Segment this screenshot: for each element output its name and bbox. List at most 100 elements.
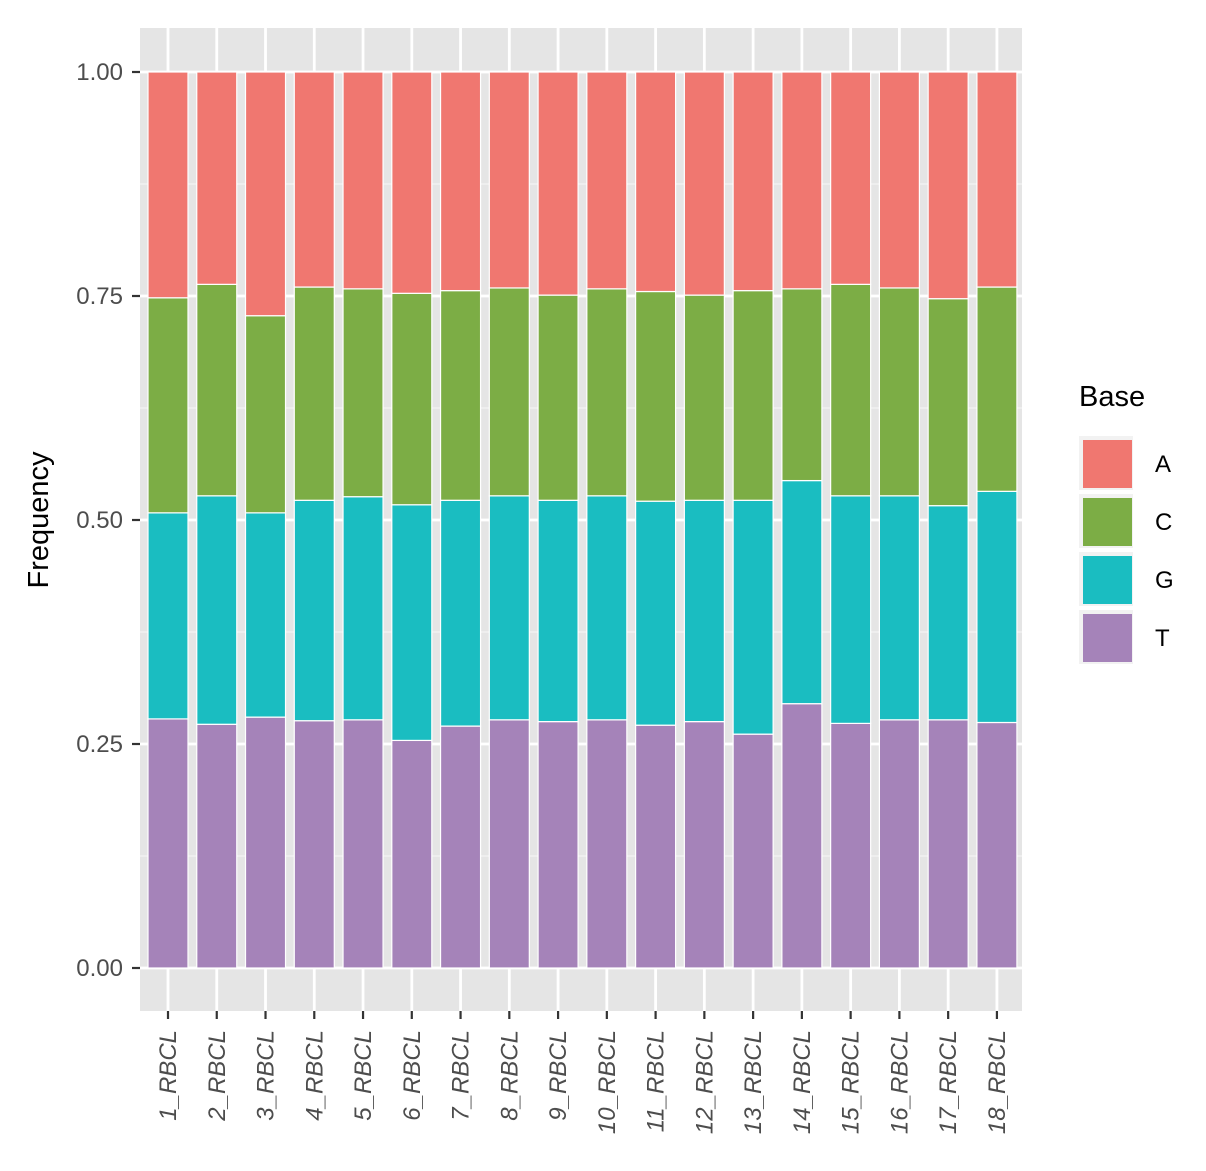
legend-label-G: G [1155, 567, 1174, 594]
x-tick-label: 15_RBCL [838, 1030, 865, 1134]
bar-segment-A [391, 71, 433, 294]
bar-segment-A [537, 71, 579, 296]
bar-segment-G [537, 499, 579, 723]
bar-segment-G [732, 499, 774, 735]
bar-segment-A [634, 71, 677, 293]
bar-segment-A [781, 71, 823, 290]
bar-segment-T [488, 719, 530, 969]
legend-swatch-C [1083, 498, 1132, 546]
bar-segment-A [927, 71, 969, 300]
bar-segment-A [878, 71, 921, 289]
bar-segment-T [342, 719, 384, 969]
x-tick-label: 10_RBCL [594, 1030, 621, 1134]
bar-segment-A [342, 71, 384, 290]
bar-segment-C [391, 292, 433, 506]
bar-segment-G [683, 499, 725, 723]
x-axis: 1_RBCL 2_RBCL 3_RBCL 4_RBCL 5_RBCL 6_RBCL 7_RB… [155, 1011, 1011, 1134]
bar-segment-A [293, 71, 335, 288]
bar-segment-A [488, 71, 530, 289]
y-tick-label: 0.00 [76, 955, 123, 982]
x-tick-label: 7_RBCL [448, 1030, 475, 1121]
y-tick-label: 0.75 [76, 283, 123, 310]
x-tick-label: 1_RBCL [155, 1030, 182, 1121]
bar-segment-C [976, 286, 1018, 492]
y-axis: 0.00 0.25 0.50 0.75 1.00 [76, 59, 140, 982]
legend-swatch-G [1083, 556, 1132, 604]
bar-segment-C [586, 288, 628, 497]
bar-segment-G [147, 512, 189, 720]
bar-segment-C [488, 287, 530, 497]
bar-segment-G [830, 495, 872, 724]
bar-segment-C [439, 290, 482, 501]
bar-segment-G [391, 504, 433, 742]
bar-segment-G [927, 505, 969, 721]
bar-segment-C [196, 283, 238, 497]
bar-segment-T [244, 716, 287, 969]
x-tick-label: 3_RBCL [253, 1030, 280, 1121]
y-tick-label: 0.25 [76, 731, 123, 758]
bar-segment-T [391, 739, 433, 969]
bar-segment-A [976, 71, 1018, 288]
bar-segment-T [683, 720, 725, 969]
y-tick-label: 1.00 [76, 59, 123, 86]
bar-segment-G [293, 499, 335, 722]
bar-segment-C [342, 288, 384, 498]
bar-segment-G [586, 495, 628, 721]
bar-segment-G [342, 496, 384, 721]
bar-segment-A [732, 71, 774, 292]
legend: Base A C G T [1079, 381, 1174, 664]
x-tick-label: 18_RBCL [984, 1030, 1011, 1134]
legend-label-A: A [1155, 451, 1171, 478]
x-tick-label: 12_RBCL [691, 1030, 718, 1134]
x-tick-label: 13_RBCL [740, 1030, 767, 1134]
bar-segment-G [781, 479, 823, 705]
bar-segment-T [976, 721, 1018, 969]
bar-segment-G [976, 490, 1018, 724]
x-tick-label: 14_RBCL [789, 1030, 816, 1134]
x-tick-label: 4_RBCL [301, 1030, 328, 1121]
x-tick-label: 2_RBCL [204, 1030, 231, 1122]
bar-segment-C [878, 287, 921, 497]
bar-segment-A [147, 71, 189, 299]
grid-minor [140, 183, 1022, 857]
bar-segment-C [683, 294, 725, 501]
bar-segment-A [244, 71, 287, 317]
bar-segment-T [732, 733, 774, 969]
bar-segment-C [147, 297, 189, 514]
bar-segment-T [781, 703, 823, 969]
bar-segment-T [830, 722, 872, 969]
bar-segment-C [781, 288, 823, 482]
bar-segment-T [878, 719, 921, 969]
bar-segment-G [634, 500, 677, 726]
bar-segment-C [634, 290, 677, 502]
legend-swatch-A [1083, 440, 1132, 488]
bar-segment-T [927, 719, 969, 969]
bar-segment-T [293, 720, 335, 969]
x-tick-label: 11_RBCL [643, 1030, 670, 1132]
bar-segment-C [293, 286, 335, 501]
bar-segment-C [537, 294, 579, 501]
bar-segment-A [439, 71, 482, 292]
bar-segment-A [196, 71, 238, 285]
bar-segment-C [830, 283, 872, 497]
bar-segment-A [683, 71, 725, 296]
bar-segment-T [634, 724, 677, 969]
bar-segment-A [830, 71, 872, 285]
bar-segment-G [439, 499, 482, 727]
legend-title: Base [1079, 381, 1145, 413]
bar-segment-T [196, 723, 238, 969]
y-axis-title: Frequency [23, 451, 55, 589]
x-tick-label: 16_RBCL [886, 1030, 913, 1134]
y-tick-label: 0.50 [76, 507, 123, 534]
legend-label-C: C [1155, 509, 1172, 536]
bar-segment-C [244, 315, 287, 514]
x-tick-label: 8_RBCL [496, 1030, 523, 1121]
x-tick-label: 5_RBCL [350, 1030, 377, 1121]
bars [147, 71, 1018, 969]
x-tick-label: 9_RBCL [545, 1030, 572, 1121]
legend-swatch-T [1083, 614, 1132, 662]
bar-segment-T [586, 719, 628, 969]
x-tick-label: 6_RBCL [399, 1030, 426, 1121]
bar-segment-G [244, 512, 287, 718]
